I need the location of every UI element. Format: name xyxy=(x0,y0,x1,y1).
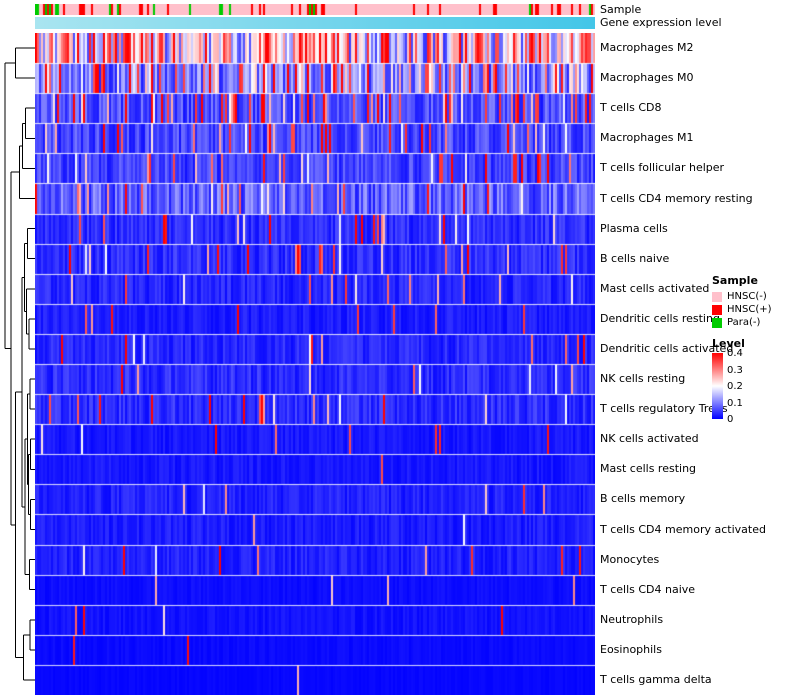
row-label: B cells naive xyxy=(600,251,670,265)
row-label: Macrophages M0 xyxy=(600,71,694,85)
legend-swatch xyxy=(712,304,722,315)
row-label: Dendritic cells resting xyxy=(600,311,720,325)
row-label: T cells CD4 memory resting xyxy=(600,191,753,205)
legend-item-label: HNSC(-) xyxy=(727,291,767,302)
row-label: Dendritic cells activated xyxy=(600,341,734,355)
row-label: Macrophages M2 xyxy=(600,41,694,55)
legend-item-label: HNSC(+) xyxy=(727,304,772,315)
legend-swatch xyxy=(712,317,722,328)
row-label: Neutrophils xyxy=(600,612,664,626)
legend-sample-item: HNSC(+) xyxy=(712,303,800,316)
level-tick-label: 0 xyxy=(727,414,734,425)
row-label: T cells regulatory Tregs xyxy=(600,402,728,416)
legend-sample-item: HNSC(-) xyxy=(712,290,800,303)
heatmap-canvas xyxy=(35,33,595,695)
row-label: Macrophages M1 xyxy=(600,131,694,145)
level-colorbar-wrap: 0.4 0.3 0.2 0.1 0 xyxy=(712,349,800,425)
gene-annotation-label: Gene expression level xyxy=(600,16,722,29)
legend-sample-item: Para(-) xyxy=(712,316,800,329)
legend-sample-items: HNSC(-) HNSC(+) Para(-) xyxy=(712,290,800,329)
row-label: NK cells activated xyxy=(600,432,699,446)
sample-annotation-bar xyxy=(35,4,595,15)
legend-sample-title: Sample xyxy=(712,274,758,287)
sample-annotation-label: Sample xyxy=(600,3,642,16)
legend-item-label: Para(-) xyxy=(727,317,761,328)
gene-expression-annotation-bar xyxy=(35,17,595,29)
legend-level-title: Level xyxy=(712,337,745,350)
row-labels: Macrophages M2 Macrophages M0 T cells CD8 M… xyxy=(600,33,800,697)
row-label: B cells memory xyxy=(600,492,686,506)
level-tick-label: 0.2 xyxy=(727,381,743,392)
row-label: Plasma cells xyxy=(600,221,668,235)
row-label: Mast cells activated xyxy=(600,281,710,295)
row-label: NK cells resting xyxy=(600,372,686,386)
row-label: T cells gamma delta xyxy=(600,672,712,686)
row-label: Eosinophils xyxy=(600,642,662,656)
level-tick-label: 0.1 xyxy=(727,397,743,409)
row-label: T cells CD4 naive xyxy=(600,582,696,596)
row-label: T cells CD4 memory activated xyxy=(600,522,766,536)
legend-swatch xyxy=(712,291,722,302)
row-label: T cells CD8 xyxy=(600,101,662,115)
legend: Sample HNSC(-) HNSC(+) Para(-) Level 0.4 0.… xyxy=(712,274,800,425)
row-dendrogram xyxy=(4,47,35,681)
level-tick-label: 0.3 xyxy=(727,364,743,376)
row-label: T cells follicular helper xyxy=(600,161,725,175)
level-tick-label: 0.4 xyxy=(727,348,743,359)
row-label: Mast cells resting xyxy=(600,462,697,476)
row-label: Monocytes xyxy=(600,552,660,566)
level-colorbar xyxy=(712,353,723,419)
